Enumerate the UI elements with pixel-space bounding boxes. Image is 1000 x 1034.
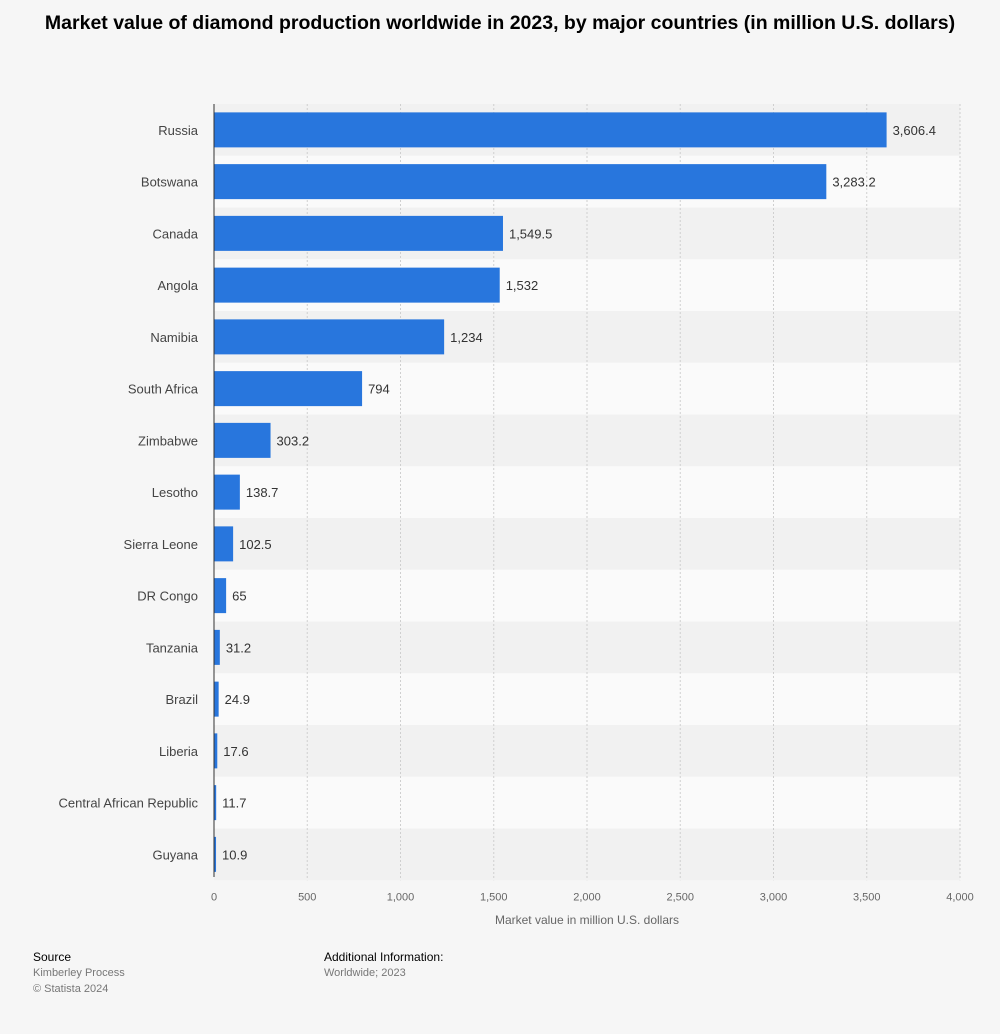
category-label: Zimbabwe bbox=[138, 433, 198, 448]
bars bbox=[214, 112, 887, 872]
bar-value-label: 65 bbox=[232, 589, 246, 604]
category-label: Russia bbox=[158, 123, 199, 138]
additional-info-text: Worldwide; 2023 bbox=[324, 967, 406, 979]
bar[interactable] bbox=[214, 785, 217, 821]
additional-info-block: Additional Information: Worldwide; 2023 bbox=[324, 949, 443, 981]
bar[interactable] bbox=[214, 578, 227, 614]
bar[interactable] bbox=[214, 371, 363, 407]
category-label: DR Congo bbox=[137, 589, 198, 604]
x-tick-label: 1,000 bbox=[387, 891, 415, 903]
x-axis-title: Market value in million U.S. dollars bbox=[495, 913, 679, 927]
bar[interactable] bbox=[214, 215, 503, 251]
category-label: Brazil bbox=[165, 692, 198, 707]
x-tick-label: 3,500 bbox=[853, 891, 881, 903]
bar-chart: 3,606.4 3,283.2 1,549.5 1,532 1,234 794 303.2 1… bbox=[59, 104, 974, 927]
source-name[interactable]: Kimberley Process bbox=[33, 967, 125, 979]
x-tick-label: 2,500 bbox=[666, 891, 694, 903]
category-label: Canada bbox=[152, 226, 198, 241]
bar-value-label: 10.9 bbox=[222, 847, 247, 862]
category-labels: Russia Botswana Canada Angola Namibia South A… bbox=[59, 123, 199, 863]
category-label: Angola bbox=[158, 278, 199, 293]
category-label: Lesotho bbox=[152, 485, 198, 500]
x-tick-label: 3,000 bbox=[760, 891, 788, 903]
category-label: Sierra Leone bbox=[124, 537, 198, 552]
value-labels: 3,606.4 3,283.2 1,549.5 1,532 1,234 794 303.2 1… bbox=[222, 123, 936, 863]
bar[interactable] bbox=[214, 629, 220, 665]
category-label: Central African Republic bbox=[59, 796, 199, 811]
x-tick-labels: 0 500 1,000 1,500 2,000 2,500 3,000 3,500 4,000 bbox=[211, 891, 974, 903]
bar-value-label: 1,234 bbox=[450, 330, 483, 345]
bar[interactable] bbox=[214, 112, 887, 148]
x-tick-label: 0 bbox=[211, 891, 217, 903]
bar-value-label: 794 bbox=[368, 382, 390, 397]
category-label: South Africa bbox=[128, 382, 199, 397]
x-tick-label: 1,500 bbox=[480, 891, 508, 903]
bar-value-label: 24.9 bbox=[225, 692, 250, 707]
bar[interactable] bbox=[214, 422, 271, 458]
bar[interactable] bbox=[214, 836, 217, 872]
category-label: Guyana bbox=[152, 847, 198, 862]
bar[interactable] bbox=[214, 733, 218, 769]
bar[interactable] bbox=[214, 267, 500, 303]
bar-value-label: 17.6 bbox=[223, 744, 248, 759]
bar[interactable] bbox=[214, 526, 234, 562]
category-label: Namibia bbox=[150, 330, 198, 345]
bar[interactable] bbox=[214, 164, 827, 200]
bar-value-label: 138.7 bbox=[246, 485, 279, 500]
chart-title: Market value of diamond production world… bbox=[44, 12, 956, 34]
category-label: Botswana bbox=[141, 175, 199, 190]
additional-info-heading: Additional Information: bbox=[324, 950, 444, 964]
bar-value-label: 303.2 bbox=[277, 433, 310, 448]
bar-value-label: 31.2 bbox=[226, 640, 251, 655]
x-tick-label: 2,000 bbox=[573, 891, 601, 903]
bar-value-label: 1,549.5 bbox=[509, 226, 552, 241]
category-label: Tanzania bbox=[146, 640, 199, 655]
bar-value-label: 3,283.2 bbox=[832, 175, 875, 190]
bar-value-label: 11.7 bbox=[222, 796, 246, 811]
copyright-text: © Statista 2024 bbox=[33, 983, 109, 995]
category-label: Liberia bbox=[159, 744, 199, 759]
bar-value-label: 1,532 bbox=[506, 278, 539, 293]
bar[interactable] bbox=[214, 681, 219, 717]
bar[interactable] bbox=[214, 474, 240, 510]
source-heading: Source bbox=[33, 950, 72, 964]
x-tick-label: 500 bbox=[298, 891, 316, 903]
bar-value-label: 102.5 bbox=[239, 537, 272, 552]
bar[interactable] bbox=[214, 319, 445, 355]
source-block: Source Kimberley Process © Statista 2024 bbox=[33, 949, 125, 997]
x-tick-label: 4,000 bbox=[946, 891, 974, 903]
bar-value-label: 3,606.4 bbox=[893, 123, 936, 138]
